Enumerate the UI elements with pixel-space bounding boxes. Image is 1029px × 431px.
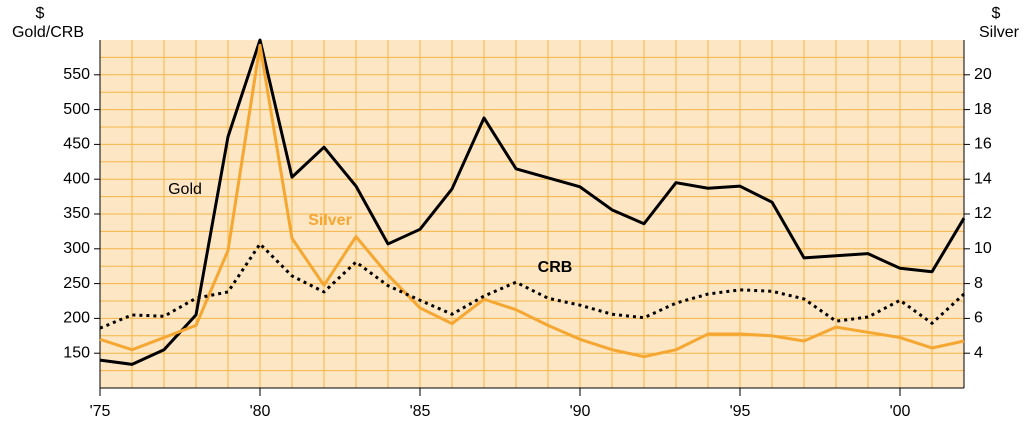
y2-tick-label: 20: [974, 66, 992, 83]
y2-tick-label: 18: [974, 101, 992, 118]
y2-tick-label: 4: [974, 344, 983, 361]
y-tick-label: 300: [63, 240, 90, 257]
y-tick-label: 250: [63, 275, 90, 292]
y-label: Gold/CRB: [12, 24, 84, 41]
y2-label-unit: $: [992, 5, 1001, 22]
y-tick-label: 400: [63, 170, 90, 187]
x-tick-label: '90: [570, 403, 591, 420]
y-tick-label: 350: [63, 205, 90, 222]
y-tick-label: 450: [63, 136, 90, 153]
series-label: CRB: [538, 259, 573, 276]
y2-tick-label: 14: [974, 170, 992, 187]
y-tick-label: 200: [63, 310, 90, 327]
x-tick-label: '95: [730, 403, 751, 420]
y-label-unit: $: [36, 5, 45, 22]
x-tick-label: '85: [410, 403, 431, 420]
series-line: [99, 43, 965, 359]
series-label: Silver: [308, 212, 352, 229]
y-tick-label: 550: [63, 66, 90, 83]
series-line: [99, 242, 966, 330]
y2-label: Silver: [979, 24, 1020, 41]
y2-tick-label: 12: [974, 205, 992, 222]
y2-tick-label: 8: [974, 275, 983, 292]
y-tick-label: 500: [63, 101, 90, 118]
x-tick-label: '80: [250, 403, 271, 420]
x-tick-label: '75: [90, 403, 111, 420]
y-tick-label: 150: [63, 344, 90, 361]
y2-tick-label: 6: [974, 310, 983, 327]
series-line: [99, 38, 966, 366]
y2-tick-label: 16: [974, 136, 992, 153]
series-label: Gold: [168, 181, 202, 198]
x-tick-label: '00: [890, 403, 911, 420]
y2-tick-label: 10: [974, 240, 992, 257]
